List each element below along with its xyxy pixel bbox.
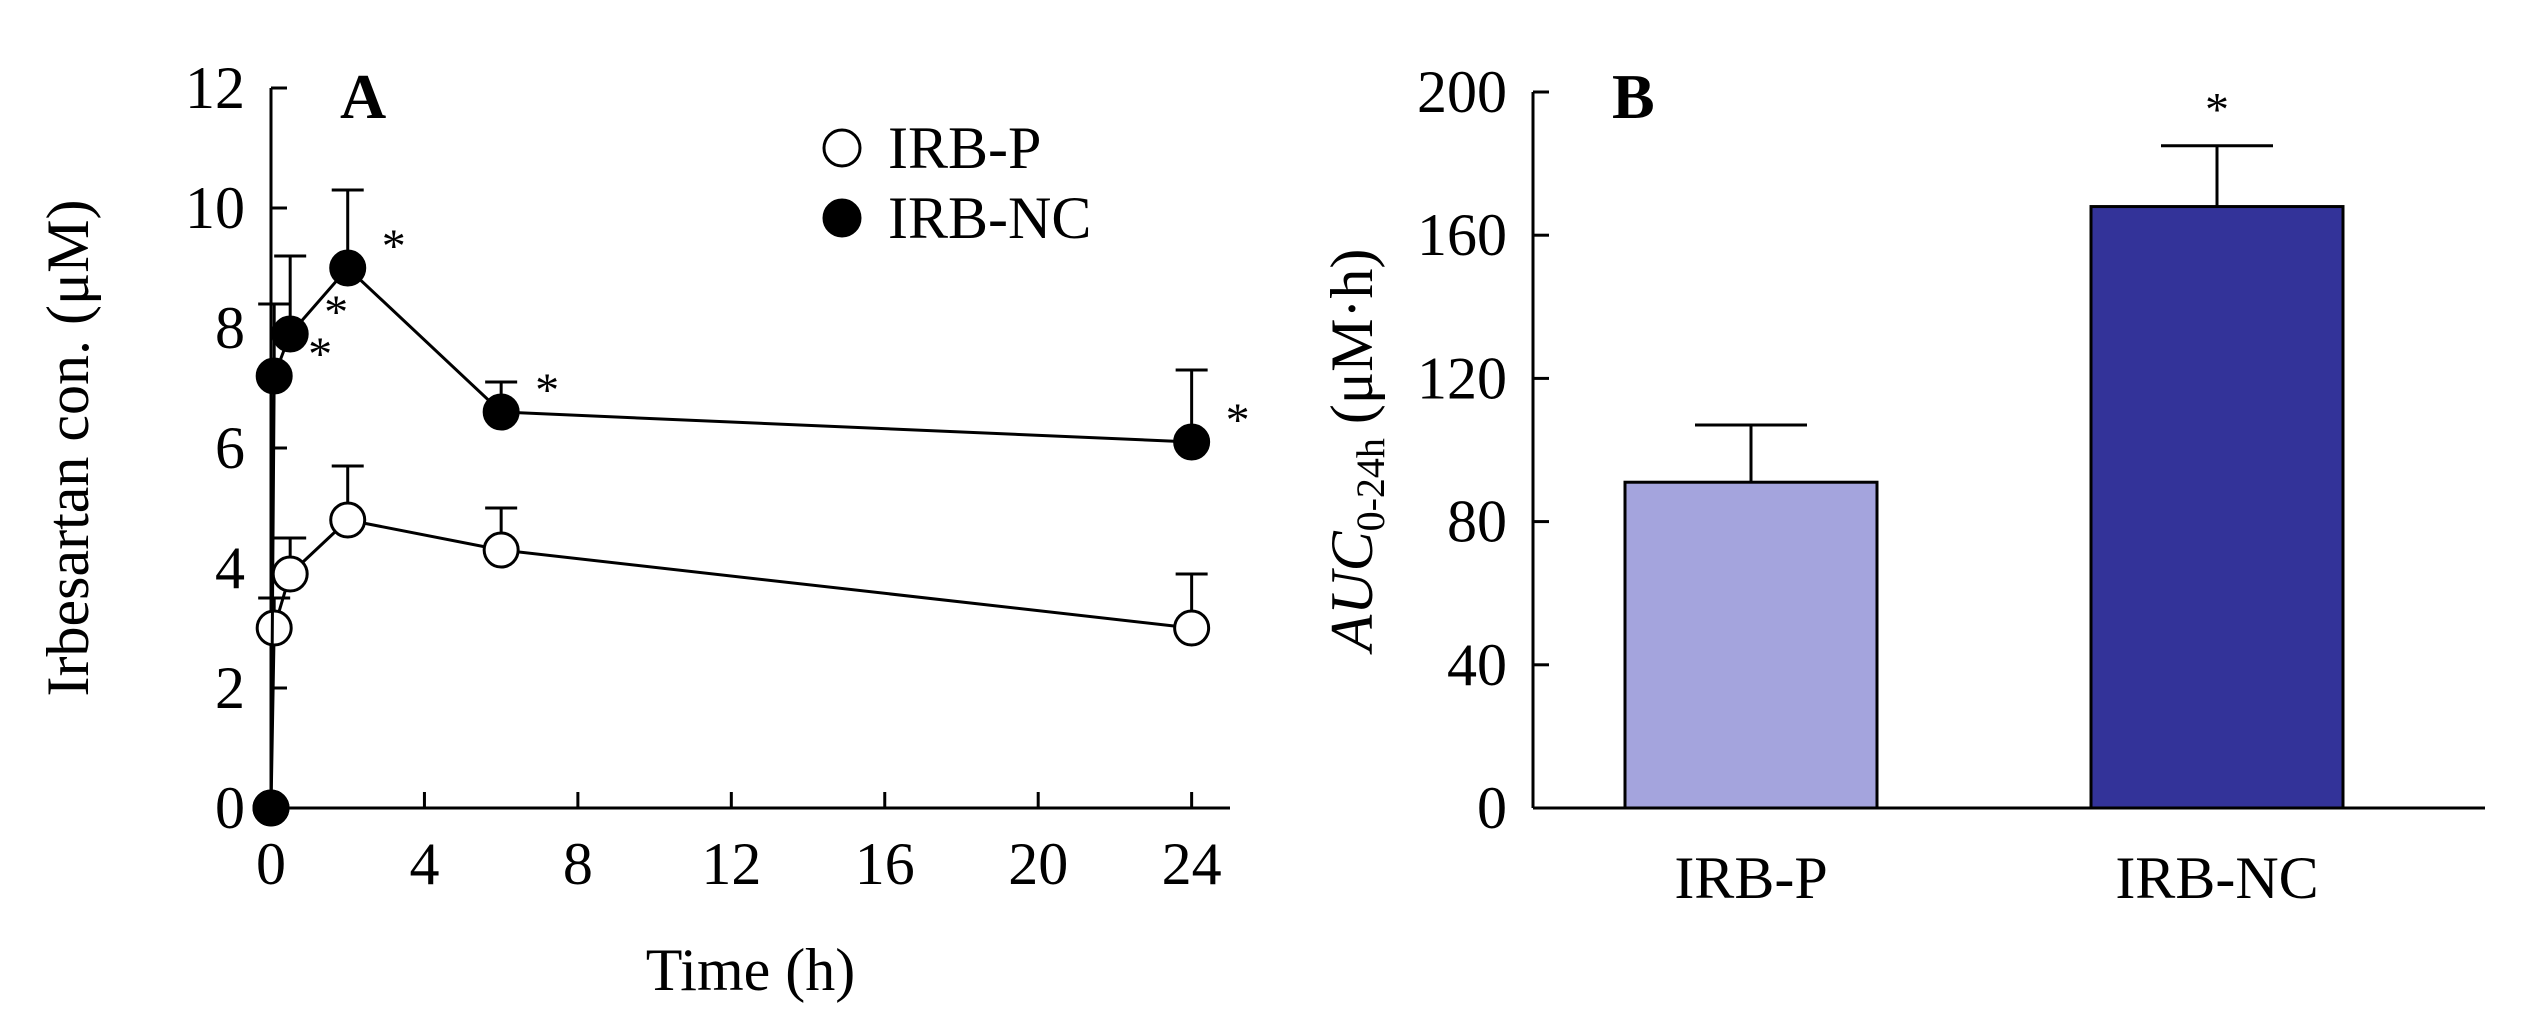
x-tick-label: 16 [855,831,915,897]
legend-marker [822,128,862,168]
y-axis-title-units: (μM·h) [1319,249,1385,424]
bar-irb-nc [2089,205,2345,810]
y-tick-label: 160 [1417,202,1507,268]
y-axis-title: AUC0-24h (μM·h) [1319,249,1393,656]
x-tick-label: 24 [1162,831,1222,897]
y-tick-label: 120 [1417,345,1507,411]
bar-irb-p [1623,480,1879,810]
y-axis-title: Irbesartan con. (μM) [35,200,101,697]
significance-marker: * [2205,84,2229,137]
y-tick-label: 2 [215,655,245,721]
data-point [255,357,293,395]
x-tick-label: 0 [256,831,286,897]
y-tick-label: 12 [185,55,245,121]
y-tick-label: 4 [215,535,245,601]
data-point [482,531,520,569]
series-line-1 [269,518,1192,809]
legend-label: IRB-P [888,115,1041,181]
data-point [1173,609,1211,647]
x-tick-label: IRB-P [1674,845,1827,911]
series-line-2 [269,265,1192,809]
data-point [329,501,367,539]
y-axis-title-subscript: 0-24h [1348,438,1393,531]
significance-marker: * [1226,394,1250,447]
x-tick-label: IRB-NC [2115,845,2318,911]
y-tick-label: 6 [215,415,245,481]
data-point [252,789,290,827]
data-point [329,249,367,287]
data-point [482,393,520,431]
x-tick-label: 12 [701,831,761,897]
y-tick-label: 40 [1447,632,1507,698]
panel-label: A [340,61,386,132]
y-tick-label: 8 [215,295,245,361]
x-axis-title: Time (h) [646,937,855,1003]
legend-marker [822,198,862,238]
x-tick-label: 20 [1008,831,1068,897]
data-point [271,555,309,593]
data-point [271,315,309,353]
x-tick-label: 8 [563,831,593,897]
data-point [255,609,293,647]
legend-label: IRB-NC [888,185,1091,251]
data-point [1173,423,1211,461]
y-tick-label: 10 [185,175,245,241]
panel-label: B [1612,61,1655,132]
significance-marker: * [382,220,406,273]
y-tick-label: 200 [1417,59,1507,125]
significance-marker: * [324,286,348,339]
y-tick-label: 0 [1477,775,1507,841]
x-tick-label: 4 [409,831,439,897]
significance-marker: * [535,364,559,417]
y-axis-title-main: AUC [1319,530,1385,655]
panel-b: 0 40 80 120 160 200 AUC0-24h (μM·h) B IRB-P IRB-NC… [1319,59,2485,911]
y-tick-label: 0 [215,775,245,841]
significance-marker: * [308,328,332,381]
y-tick-label: 80 [1447,489,1507,555]
